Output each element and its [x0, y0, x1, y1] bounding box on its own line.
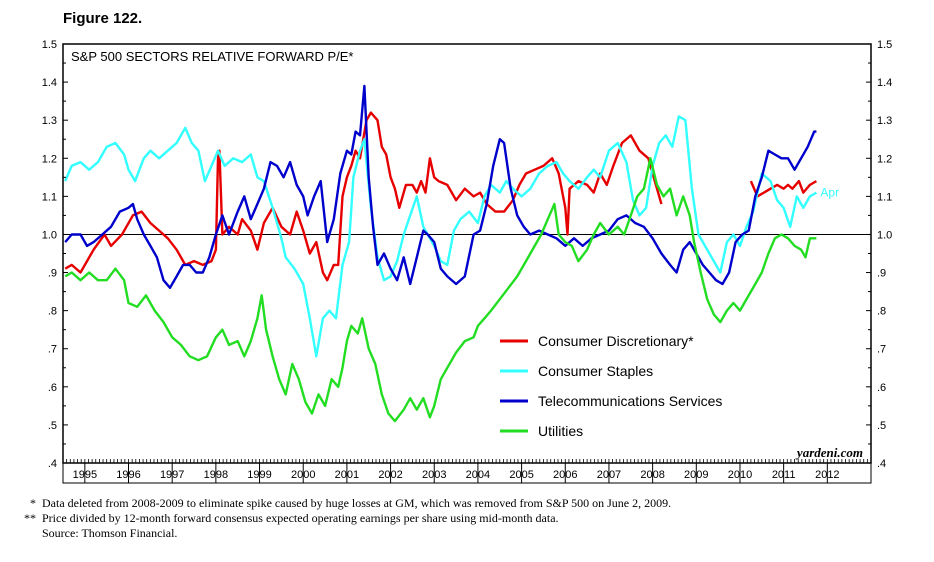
x-tick-label: 1995 — [73, 469, 97, 481]
watermark-text: yardeni.com — [795, 445, 863, 460]
y-tick-label-left: 1.0 — [42, 229, 57, 241]
legend-label-4: Utilities — [538, 423, 583, 439]
y-tick-label-right: .4 — [877, 458, 886, 470]
y-tick-label-right: 1.1 — [877, 191, 892, 203]
x-tick-label: 2005 — [509, 469, 533, 481]
y-tick-label-left: .4 — [48, 458, 57, 470]
series-line-consumer-discretionary-seg-2 — [749, 179, 818, 198]
y-tick-label-right: 1.5 — [877, 39, 892, 51]
y-tick-label-left: 1.2 — [42, 153, 57, 165]
footnote-source: Source: Thomson Financial. — [42, 526, 178, 540]
x-tick-label: 2011 — [772, 469, 796, 481]
legend-label-2: Consumer Staples — [538, 363, 653, 379]
y-tick-label-left: .9 — [48, 268, 57, 280]
y-tick-label-left: 1.1 — [42, 191, 57, 203]
y-tick-label-right: .5 — [877, 420, 886, 432]
x-tick-label: 2012 — [815, 469, 839, 481]
x-tick-label: 2009 — [684, 469, 708, 481]
x-tick-label: 2008 — [640, 469, 664, 481]
chart-canvas: 1.5 1.5 1.4 1.4 1.3 1.3 1.2 1.2 1.1 1.1 1.0 1.0 .9 .9… — [42, 39, 892, 484]
plot-frame — [62, 43, 872, 464]
x-tick-label: 2001 — [335, 469, 359, 481]
y-tick-label-left: 1.5 — [42, 39, 57, 51]
chart-axes: 1.5 1.5 1.4 1.4 1.3 1.3 1.2 1.2 1.1 1.1 1.0 1.0 .9 .9… — [42, 39, 892, 484]
y-tick-label-right: 1.3 — [877, 115, 892, 127]
y-tick-label-left: .7 — [48, 344, 57, 356]
series-end-annotation: Apr — [820, 186, 839, 200]
x-tick-label: 2004 — [466, 469, 490, 481]
y-tick-label-right: 1.0 — [877, 229, 892, 241]
x-tick-label: 1997 — [160, 469, 184, 481]
x-tick-label: 2002 — [378, 469, 402, 481]
y-tick-label-right: 1.2 — [877, 153, 892, 165]
y-tick-label-left: .5 — [48, 420, 57, 432]
x-tick-label: 2003 — [422, 469, 446, 481]
y-tick-label-left: .8 — [48, 306, 57, 318]
x-tick-label: 2000 — [291, 469, 315, 481]
footnote-1: * Data deleted from 2008-2009 to elimina… — [30, 496, 672, 510]
y-tick-label-left: .6 — [48, 382, 57, 394]
x-tick-label: 1998 — [204, 469, 228, 481]
series-line-utilities-seg-1 — [64, 157, 817, 423]
legend-label-1: Consumer Discretionary* — [538, 333, 694, 349]
figure-label: Figure 122. — [63, 10, 143, 27]
chart-series-group — [64, 84, 818, 423]
y-tick-label-right: .7 — [877, 344, 886, 356]
series-line-consumer-staples-seg-1 — [64, 115, 818, 358]
chart-title: S&P 500 SECTORS RELATIVE FORWARD P/E* — [71, 49, 353, 64]
x-tick-label: 2007 — [597, 469, 621, 481]
y-tick-label-right: 1.4 — [877, 77, 892, 89]
series-line-consumer-discretionary-seg-1 — [64, 111, 663, 282]
x-tick-label: 2010 — [728, 469, 752, 481]
x-tick-label: 1999 — [247, 469, 271, 481]
y-tick-label-right: .6 — [877, 382, 886, 394]
x-tick-label: 2006 — [553, 469, 577, 481]
chart-legend: Consumer Discretionary* Consumer Staples T… — [500, 333, 722, 439]
footnote-2: ** Price divided by 12-month forward con… — [24, 511, 559, 525]
y-tick-label-left: 1.3 — [42, 115, 57, 127]
legend-label-3: Telecommunications Services — [538, 393, 722, 409]
y-tick-label-left: 1.4 — [42, 77, 57, 89]
x-tick-label: 1996 — [116, 469, 140, 481]
y-tick-label-right: .9 — [877, 268, 886, 280]
series-line-telecommunications-services-seg-1 — [64, 84, 817, 289]
y-tick-label-right: .8 — [877, 306, 886, 318]
